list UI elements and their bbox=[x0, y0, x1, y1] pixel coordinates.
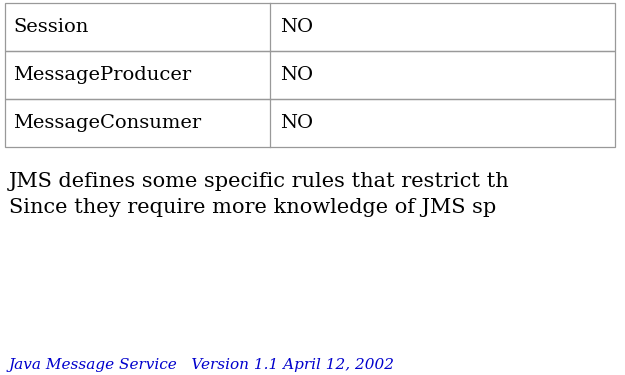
Text: Session: Session bbox=[13, 18, 88, 36]
Text: MessageConsumer: MessageConsumer bbox=[13, 114, 201, 132]
Text: NO: NO bbox=[280, 18, 313, 36]
Text: MessageProducer: MessageProducer bbox=[13, 66, 191, 84]
Text: JMS defines some specific rules that restrict th: JMS defines some specific rules that res… bbox=[9, 172, 510, 191]
Text: Since they require more knowledge of JMS sp: Since they require more knowledge of JMS… bbox=[9, 198, 496, 217]
Bar bbox=[5, 3, 615, 51]
Bar bbox=[5, 99, 615, 147]
Text: NO: NO bbox=[280, 114, 313, 132]
Text: Java Message Service   Version 1.1 April 12, 2002: Java Message Service Version 1.1 April 1… bbox=[9, 358, 395, 372]
Text: NO: NO bbox=[280, 66, 313, 84]
Bar bbox=[5, 51, 615, 99]
